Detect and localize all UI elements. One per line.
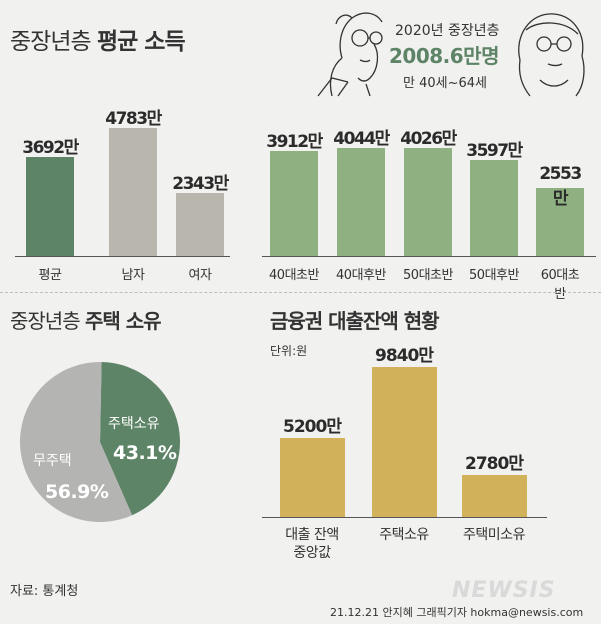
income-bar [536,187,584,256]
income-baseline-right [262,256,596,257]
loan-bar [371,367,437,517]
loan-bar [279,437,345,517]
title-part1: 중장년층 [10,29,92,55]
page-title: 중장년층 평균 소득 [10,22,186,56]
title-part2: 평균 소득 [96,29,186,55]
pie-label-none: 무주택 [33,453,72,469]
income-category-label: 60대초반 [540,268,580,302]
income-category-label: 평균 [38,268,62,283]
loan-category-label: 주택미소유 [463,527,525,543]
income-category-label: 여자 [188,268,212,283]
loan-value-label: 9840만 [375,346,434,366]
loan-value-label: 2780만 [465,453,524,474]
income-value-label: 4044만 [333,128,390,149]
loan-unit-label: 단위:원 [270,344,308,358]
pie-slice [20,362,133,522]
income-category-label: 50대후반 [469,268,519,283]
income-bar [26,157,74,256]
loan-category-label: 대출 잔액 [285,527,339,543]
income-category-label: 40대후반 [336,268,386,283]
loan-bar [461,474,527,517]
income-value-label: 4783만 [105,109,162,129]
income-bar [176,193,224,256]
income-category-label: 남자 [121,268,145,283]
callout-line1: 2020년 중장년층 [395,23,500,39]
pie-slice [100,362,181,516]
income-bar [470,159,518,256]
newsis-logo: NEWSIS [452,578,556,603]
income-category-label: 40대초반 [269,268,319,283]
callout-line2: 2008.6만명 [389,44,499,68]
income-bar [404,148,452,256]
income-bar [109,128,157,256]
income-bar [337,147,385,256]
income-bar [270,151,318,256]
divider-line [0,292,601,293]
pie-value-own: 43.1% [113,442,177,464]
housing-pie-chart [20,362,181,522]
loan-title: 금융권 대출잔액 현황 [270,309,440,333]
loan-baseline [262,517,547,518]
pie-label-own: 주택소유 [108,416,160,432]
callout-line3: 만 40세~64세 [403,76,487,91]
woman-face-illustration [518,13,585,97]
housing-title-part1: 중장년층 [10,309,81,333]
pie-value-none: 56.9% [45,481,109,503]
income-value-label: 3597만 [466,140,523,161]
loan-category-label: 주택소유 [379,527,429,543]
source-label: 자료: 통계청 [10,584,79,599]
income-value-label: 3692만 [22,138,79,159]
housing-title: 중장년층 주택 소유 [10,305,162,334]
loan-category-label: 중앙값 [293,545,331,561]
income-value-label: 2553만 [539,163,582,209]
credit-line: 21.12.21 안지혜 그래픽기자 hokma@newsis.com [330,606,584,619]
income-value-label: 2343만 [172,174,229,195]
income-baseline-left [15,256,230,257]
man-face-illustration [317,12,383,97]
loan-value-label: 5200만 [283,416,342,437]
income-category-label: 50대초반 [403,268,453,283]
income-value-label: 4026만 [400,129,457,150]
faces-illustration [317,12,585,97]
housing-title-part2: 주택 소유 [84,309,162,333]
income-value-label: 3912만 [266,132,323,153]
